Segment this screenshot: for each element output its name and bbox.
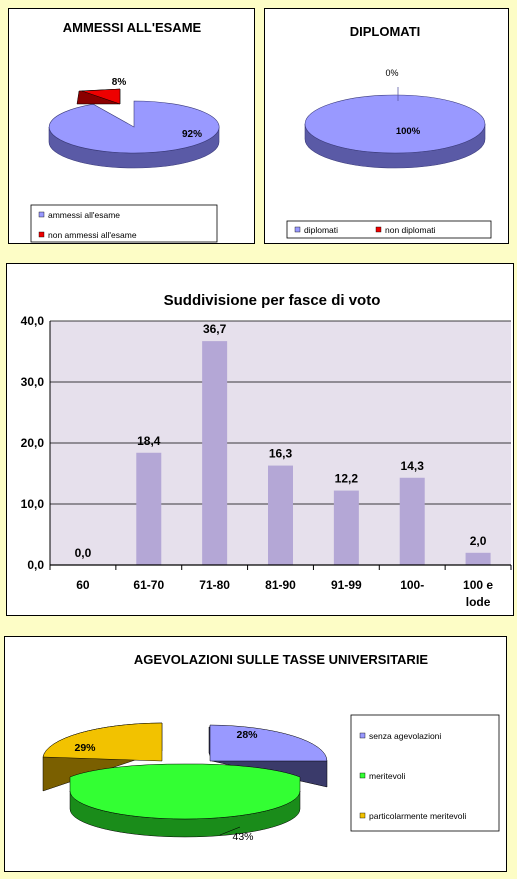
pie-label-non-diplomati: 0% (385, 68, 398, 78)
legend-box (286, 220, 492, 239)
chart-title: AGEVOLAZIONI SULLE TASSE UNIVERSITARIE (134, 652, 429, 667)
x-tick-label: 61-70 (133, 578, 164, 592)
pie-label-ammessi: 92% (182, 129, 202, 140)
pie-slice-meritevoli (69, 763, 301, 820)
bar (136, 452, 162, 565)
bar (399, 477, 425, 565)
pie-label-meritevoli: 43% (232, 831, 253, 843)
pie-slice-senza (209, 724, 328, 762)
y-tick-label: 10,0 (21, 497, 45, 511)
bar-value-label: 14,3 (401, 459, 425, 473)
pie-label-particolarmente: 29% (74, 742, 96, 754)
bar (202, 341, 228, 565)
plot-area: 0,0 10,0 20,0 30,0 40,0 0,0 60 18,4 61-70 36,7 71-… (21, 314, 512, 609)
legend-swatch-diplomati (294, 226, 301, 233)
bar-value-label: 12,2 (335, 472, 359, 486)
chart-title: DIPLOMATI (350, 24, 421, 39)
y-tick-label: 20,0 (21, 436, 45, 450)
chart-diplomati-panel: DIPLOMATI 0% 100% diplomati non diplomat… (264, 8, 509, 244)
legend-swatch-non-ammessi (38, 231, 45, 238)
y-tick-label: 30,0 (21, 375, 45, 389)
legend-box (30, 204, 218, 243)
legend-swatch-non-diplomati (375, 226, 382, 233)
bar-value-label: 2,0 (470, 534, 487, 548)
bar-value-label: 16,3 (269, 447, 293, 461)
chart-ammessi-panel: AMMESSI ALL'ESAME 92% 8% ammessi all'esa… (8, 8, 255, 244)
legend-swatch-meritevoli (359, 772, 366, 779)
chart-title: Suddivisione per fasce di voto (164, 292, 381, 309)
x-tick-label: 91-99 (331, 578, 362, 592)
x-tick-label: 81-90 (265, 578, 296, 592)
chart-voto-panel: Suddivisione per fasce di voto 0,0 10,0 20… (6, 263, 514, 616)
pie-slice-ammessi (48, 100, 220, 154)
pie-slice-diplomati (304, 94, 486, 154)
y-tick-label: 0,0 (27, 558, 44, 572)
legend-entry-senza: senza agevolazioni (369, 731, 441, 741)
legend-entry-meritevoli: meritevoli (369, 771, 405, 781)
legend-swatch-senza (359, 732, 366, 739)
legend-entry-ammessi: ammessi all'esame (48, 210, 120, 220)
bar (465, 552, 491, 565)
y-tick-label: 40,0 (21, 314, 45, 328)
chart-ammessi: AMMESSI ALL'ESAME 92% 8% ammessi all'esa… (30, 20, 220, 243)
chart-agevolazioni: AGEVOLAZIONI SULLE TASSE UNIVERSITARIE 2… (42, 652, 500, 843)
legend-entry-diplomati: diplomati (304, 225, 338, 235)
legend-swatch-particolarmente (359, 812, 366, 819)
x-tick-label: 100- (400, 578, 424, 592)
x-tick-label: 71-80 (199, 578, 230, 592)
legend-entry-particolarmente: particolarmente meritevoli (369, 811, 466, 821)
legend-swatch-ammessi (38, 211, 45, 218)
chart-voto: Suddivisione per fasce di voto 0,0 10,0 20… (21, 292, 512, 609)
bar-value-label: 0,0 (75, 546, 92, 560)
chart-title: AMMESSI ALL'ESAME (63, 20, 202, 35)
x-tick-label: 60 (76, 578, 90, 592)
legend-entry-non-ammessi: non ammessi all'esame (48, 230, 137, 240)
bar (268, 465, 293, 565)
pie-label-non-ammessi: 8% (112, 77, 127, 88)
chart-agevolazioni-panel: AGEVOLAZIONI SULLE TASSE UNIVERSITARIE 2… (4, 636, 507, 872)
pie-slice-particolarmente (42, 722, 163, 762)
chart-diplomati: DIPLOMATI 0% 100% diplomati non diplomat… (286, 24, 492, 239)
x-tick-label: 100 e lode (463, 578, 493, 609)
pie-slice-non-ammessi (81, 88, 121, 105)
pie-label-diplomati: 100% (396, 126, 421, 137)
bar-value-label: 36,7 (203, 322, 227, 336)
bar (333, 490, 359, 565)
bar-value-label: 18,4 (137, 434, 161, 448)
legend-entry-non-diplomati: non diplomati (385, 225, 436, 235)
pie-label-senza: 28% (236, 729, 258, 741)
pie-leader-line (219, 826, 241, 836)
legend-box (350, 714, 500, 832)
